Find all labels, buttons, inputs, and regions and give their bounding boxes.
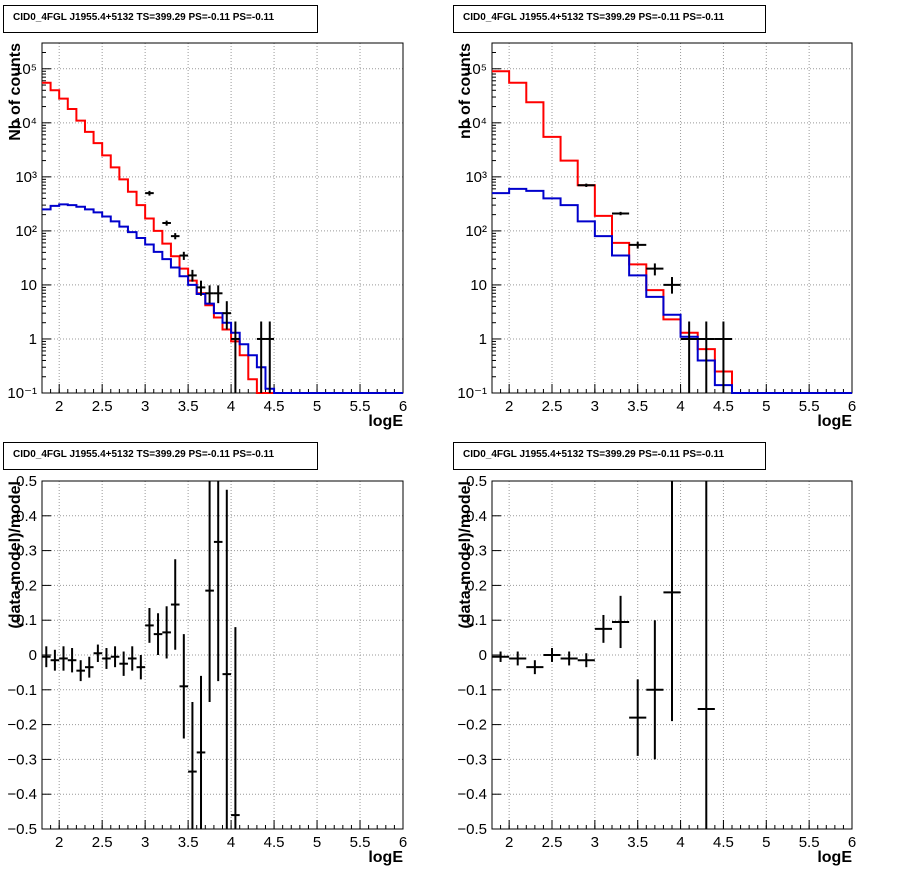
x-tick-label: 3: [141, 834, 149, 851]
x-tick-label: 4: [676, 834, 684, 851]
y-tick-label: 0.4: [16, 508, 37, 525]
y-tick-label: −0.2: [7, 717, 37, 734]
x-tick-label: 4.5: [264, 398, 285, 415]
x-axis-label: logE: [368, 413, 403, 430]
x-axis-label: logE: [368, 849, 403, 866]
y-tick-label: −0.4: [457, 786, 487, 803]
y-tick-label: −0.2: [457, 717, 487, 734]
x-tick-label: 4.5: [713, 834, 734, 851]
series-model-source: [492, 187, 852, 394]
y-axis-label: nb of counts: [457, 43, 474, 139]
x-tick-label: 2: [55, 398, 63, 415]
y-axis-label: (data-model)/model: [7, 481, 24, 629]
y-tick-label: 10²: [15, 223, 37, 240]
plot-frame: [491, 42, 853, 394]
y-tick-label: 1: [29, 331, 37, 348]
x-tick-label: 2.5: [92, 834, 113, 851]
y-tick-label: 0.1: [16, 612, 37, 629]
y-tick-label: 10⁵: [464, 61, 487, 78]
y-tick-label: 10: [20, 277, 37, 294]
chart-title-2: CID0_4FGL J1955.4+5132 TS=399.29 PS=-0.1…: [453, 5, 766, 33]
y-tick-label: 0.5: [466, 473, 487, 490]
y-tick-label: 10⁻¹: [7, 385, 37, 402]
y-tick-label: 0.4: [466, 508, 487, 525]
x-tick-label: 5: [762, 398, 770, 415]
x-tick-label: 2.5: [542, 834, 563, 851]
y-tick-label: 10: [470, 277, 487, 294]
x-tick-label: 6: [399, 398, 407, 415]
x-tick-label: 4.5: [264, 834, 285, 851]
x-tick-label: 6: [848, 834, 856, 851]
series-model-source: [42, 203, 403, 394]
x-tick-label: 4: [227, 834, 235, 851]
y-tick-label: 0: [479, 647, 487, 664]
y-tick-label: 10³: [15, 169, 37, 186]
y-tick-label: −0.3: [7, 751, 37, 768]
x-tick-label: 3.5: [178, 398, 199, 415]
x-axis-label: logE: [817, 413, 852, 430]
y-axis-label: Nb of counts: [7, 43, 24, 141]
y-tick-label: −0.3: [457, 751, 487, 768]
x-tick-label: 5.5: [799, 398, 820, 415]
x-tick-label: 3.5: [627, 398, 648, 415]
y-axis-label: (data-model)/model: [457, 481, 474, 629]
x-tick-label: 6: [848, 398, 856, 415]
y-tick-label: −0.4: [7, 786, 37, 803]
x-tick-label: 5: [313, 398, 321, 415]
y-tick-label: 10⁵: [14, 61, 37, 78]
chart-title-4: CID0_4FGL J1955.4+5132 TS=399.29 PS=-0.1…: [453, 442, 766, 470]
x-tick-label: 6: [399, 834, 407, 851]
x-tick-label: 2.5: [542, 398, 563, 415]
x-tick-label: 3: [591, 398, 599, 415]
x-tick-label: 5.5: [799, 834, 820, 851]
series-model-total: [42, 81, 403, 394]
y-tick-label: 0.1: [466, 612, 487, 629]
x-tick-label: 3.5: [178, 834, 199, 851]
x-tick-label: 5.5: [350, 398, 371, 415]
x-tick-label: 5: [762, 834, 770, 851]
y-tick-label: 0.3: [16, 543, 37, 560]
x-tick-label: 4.5: [713, 398, 734, 415]
y-tick-label: 0: [29, 647, 37, 664]
x-tick-label: 2: [505, 398, 513, 415]
y-tick-label: 10⁻¹: [457, 385, 487, 402]
y-tick-label: 0.5: [16, 473, 37, 490]
chart-title-3: CID0_4FGL J1955.4+5132 TS=399.29 PS=-0.1…: [3, 442, 318, 470]
plot-frame: [41, 42, 404, 394]
y-tick-label: 1: [479, 331, 487, 348]
y-tick-label: 0.2: [16, 577, 37, 594]
y-tick-label: 0.3: [466, 543, 487, 560]
y-tick-label: 10³: [465, 169, 487, 186]
x-tick-label: 2: [55, 834, 63, 851]
chart-title-1: CID0_4FGL J1955.4+5132 TS=399.29 PS=-0.1…: [3, 5, 318, 33]
x-tick-label: 5.5: [350, 834, 371, 851]
y-tick-label: 10⁴: [464, 115, 487, 132]
x-tick-label: 4: [676, 398, 684, 415]
x-tick-label: 2: [505, 834, 513, 851]
y-tick-label: 10²: [465, 223, 487, 240]
series-model-total: [492, 70, 852, 394]
x-tick-label: 3: [141, 398, 149, 415]
x-tick-label: 3.5: [627, 834, 648, 851]
y-tick-label: −0.1: [457, 682, 487, 699]
x-tick-label: 5: [313, 834, 321, 851]
y-tick-label: −0.5: [7, 821, 37, 838]
x-axis-label: logE: [817, 849, 852, 866]
y-tick-label: −0.5: [457, 821, 487, 838]
x-tick-label: 2.5: [92, 398, 113, 415]
x-tick-label: 3: [591, 834, 599, 851]
x-tick-label: 4: [227, 398, 235, 415]
y-tick-label: 0.2: [466, 577, 487, 594]
y-tick-label: −0.1: [7, 682, 37, 699]
y-tick-label: 10⁴: [14, 115, 37, 132]
